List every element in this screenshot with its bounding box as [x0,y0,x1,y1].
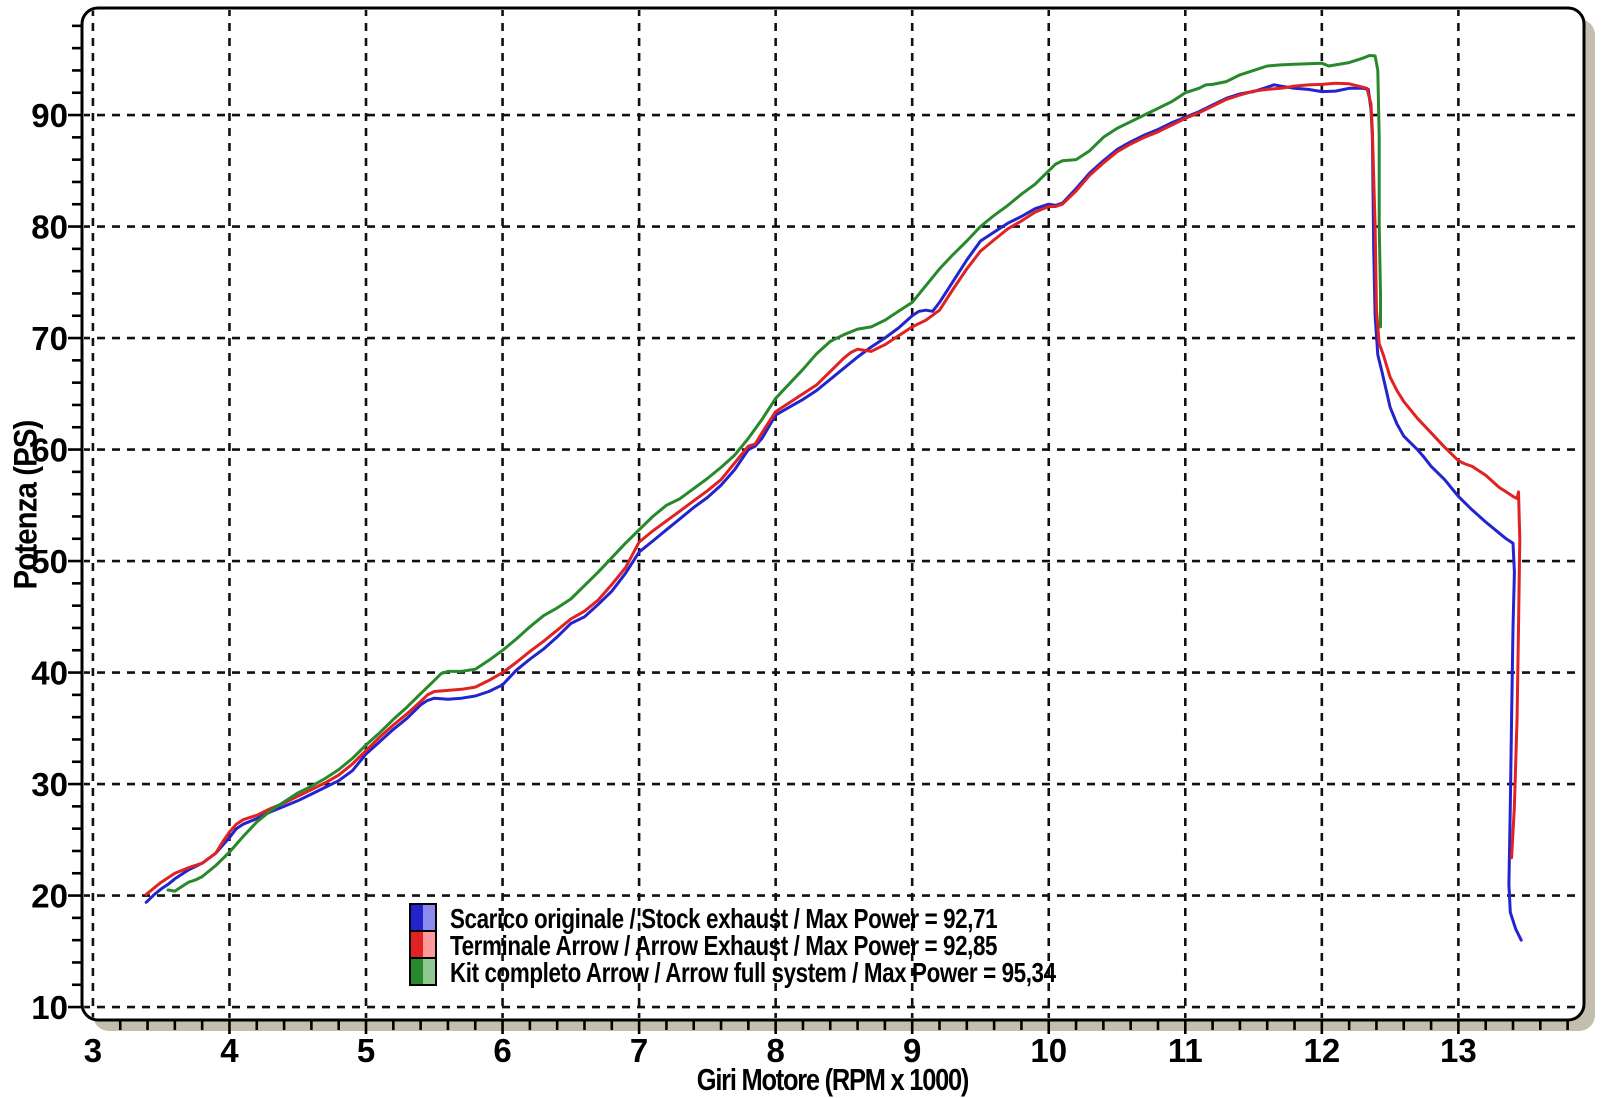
x-tick-label: 4 [220,1032,239,1069]
legend-item-arrow-exhaust: Terminale Arrow / Arrow Exhaust / Max Po… [409,930,1207,961]
x-tick-label: 8 [766,1032,784,1069]
y-tick-label: 80 [31,209,68,246]
y-tick-label: 50 [31,543,68,580]
legend-swatch-blue [409,903,437,932]
legend-swatch-red [409,930,437,959]
y-tick-label: 70 [31,320,68,357]
plot-frame [80,6,1586,1022]
x-tick-label: 12 [1303,1032,1340,1069]
legend-label: Terminale Arrow / Arrow Exhaust / Max Po… [450,930,998,961]
legend-item-stock-exhaust: Scarico originale / Stock exhaust / Max … [409,903,1207,934]
x-tick-label: 9 [903,1032,921,1069]
plot-area [84,10,1582,1018]
y-tick-label: 60 [31,432,68,469]
x-tick-label: 11 [1168,1032,1203,1069]
legend-item-arrow-full-system: Kit completo Arrow / Arrow full system /… [409,957,1207,988]
x-tick-label: 10 [1030,1032,1067,1069]
x-tick-label: 5 [357,1032,375,1069]
curve-arrow-slip-on-exhaust [144,81,1522,896]
y-tick-label: 40 [31,655,68,692]
legend: Scarico originale / Stock exhaust / Max … [409,903,1207,988]
x-tick-label: 13 [1440,1032,1477,1069]
curve-arrow-full-system [166,54,1382,893]
x-tick-label: 3 [84,1032,102,1069]
legend-swatch-green [409,957,437,986]
y-tick-label: 20 [31,878,68,915]
curve-stock-exhaust [144,83,1523,942]
x-tick-label: 7 [630,1032,648,1069]
legend-label: Scarico originale / Stock exhaust / Max … [450,903,998,934]
y-tick-label: 10 [31,989,68,1026]
legend-label: Kit completo Arrow / Arrow full system /… [450,957,1056,988]
y-tick-label: 90 [31,97,68,134]
x-axis-title: Giri Motore (RPM x 1000) [696,1062,970,1097]
x-tick-label: 6 [493,1032,511,1069]
y-tick-label: 30 [31,766,68,803]
y-axis-title: Potenza (PS) [7,420,44,590]
